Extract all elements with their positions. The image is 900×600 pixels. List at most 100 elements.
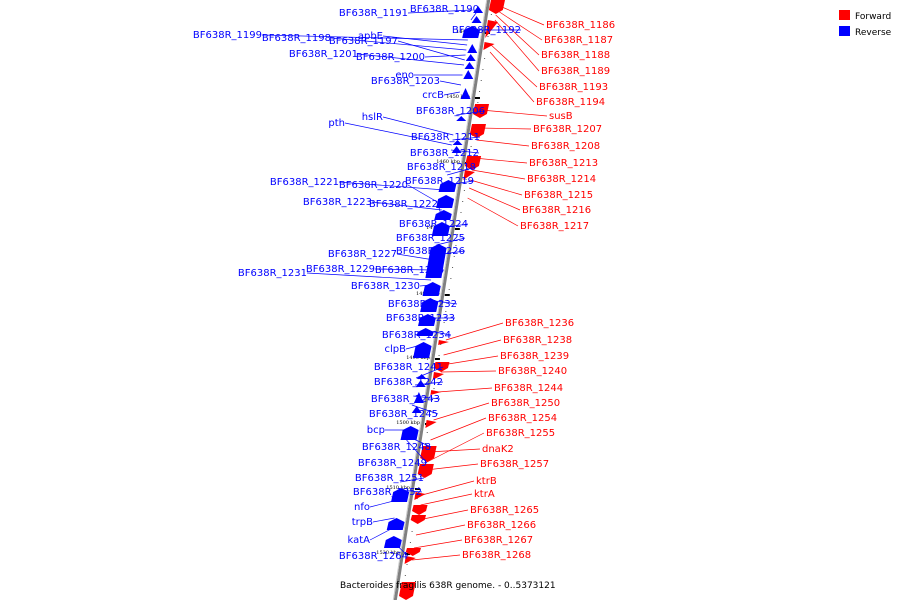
reverse-gene-label-bf638r-1234[interactable]: BF638R_1234 [382,330,451,341]
forward-gene-label-bf638r-1239[interactable]: BF638R_1239 [500,351,569,362]
reverse-gene-label-bf638r-1218[interactable]: BF638R_1218 [407,162,476,173]
reverse-gene-label-bf638r-1206[interactable]: BF638R_1206 [416,106,485,117]
reverse-gene-label-apbe[interactable]: apbE [358,31,383,42]
forward-gene-glyph[interactable] [410,515,427,524]
forward-gene-label-bf638r-1194[interactable]: BF638R_1194 [536,97,605,108]
reverse-gene-label-bf638r-1200[interactable]: BF638R_1200 [356,52,425,63]
reverse-gene-glyph[interactable] [460,88,471,99]
reverse-gene-label-bf638r-1197[interactable]: BF638R_1197 [329,36,398,47]
forward-gene-label-bf638r-1187[interactable]: BF638R_1187 [544,35,613,46]
reverse-gene-label-eno[interactable]: eno [395,70,414,81]
forward-gene-label-bf638r-1236[interactable]: BF638R_1236 [505,318,574,329]
forward-gene-glyph[interactable] [485,20,498,38]
forward-gene-label-bf638r-1238[interactable]: BF638R_1238 [503,335,572,346]
forward-gene-label-bf638r-1208[interactable]: BF638R_1208 [531,141,600,152]
reverse-gene-glyph[interactable] [415,380,426,387]
forward-gene-label-bf638r-1268[interactable]: BF638R_1268 [462,550,531,561]
forward-gene-glyph[interactable] [438,340,449,345]
reverse-gene-label-bf638r-1228[interactable]: BF638R_1228 [375,265,444,276]
reverse-gene-glyph[interactable] [452,140,463,145]
forward-gene-label-bf638r-1189[interactable]: BF638R_1189 [541,66,610,77]
reverse-gene-glyph[interactable] [422,282,441,296]
reverse-gene-glyph[interactable] [418,314,436,326]
reverse-gene-label-bf638r-1243[interactable]: BF638R_1243 [371,394,440,405]
forward-gene-glyph[interactable] [488,0,505,14]
reverse-gene-glyph[interactable] [416,374,427,379]
forward-gene-glyph[interactable] [430,390,442,395]
forward-gene-glyph[interactable] [399,582,416,600]
reverse-gene-label-bf638r-1242[interactable]: BF638R_1242 [374,377,443,388]
forward-gene-label-bf638r-1267[interactable]: BF638R_1267 [464,535,533,546]
reverse-gene-glyph[interactable] [411,406,422,413]
forward-gene-label-dnak2[interactable]: dnaK2 [482,444,514,455]
reverse-gene-label-bf638r-1211[interactable]: BF638R_1211 [411,132,480,143]
reverse-gene-label-bf638r-1221[interactable]: BF638R_1221 [270,177,339,188]
reverse-gene-label-bf638r-1203[interactable]: BF638R_1203 [371,76,440,87]
reverse-gene-glyph[interactable] [451,146,462,153]
reverse-gene-label-bf638r-1230[interactable]: BF638R_1230 [351,281,420,292]
forward-gene-label-bf638r-1250[interactable]: BF638R_1250 [491,398,560,409]
reverse-gene-label-bf638r-1191[interactable]: BF638R_1191 [339,8,408,19]
reverse-gene-glyph[interactable] [383,536,402,548]
reverse-gene-glyph[interactable] [420,298,439,312]
forward-gene-label-bf638r-1213[interactable]: BF638R_1213 [529,158,598,169]
reverse-gene-glyph[interactable] [465,54,476,61]
reverse-gene-glyph[interactable] [456,116,467,121]
reverse-gene-label-clpb[interactable]: clpB [385,344,407,355]
reverse-gene-label-bcp[interactable]: bcp [367,425,385,436]
forward-gene-label-bf638r-1186[interactable]: BF638R_1186 [546,20,615,31]
reverse-gene-glyph[interactable] [434,210,452,220]
reverse-gene-glyph[interactable] [413,342,432,358]
reverse-gene-glyph[interactable] [400,426,419,440]
reverse-gene-label-bf638r-1223[interactable]: BF638R_1223 [303,197,372,208]
reverse-gene-glyph[interactable] [471,16,482,23]
reverse-gene-label-bf638r-1227[interactable]: BF638R_1227 [328,249,397,260]
forward-gene-label-bf638r-1216[interactable]: BF638R_1216 [522,205,591,216]
forward-gene-glyph[interactable] [425,420,437,428]
forward-gene-label-bf638r-1193[interactable]: BF638R_1193 [539,82,608,93]
forward-gene-label-bf638r-1244[interactable]: BF638R_1244 [494,383,563,394]
forward-gene-glyph[interactable] [420,446,437,462]
forward-gene-label-bf638r-1217[interactable]: BF638R_1217 [520,221,589,232]
forward-gene-glyph[interactable] [433,362,450,372]
forward-gene-glyph[interactable] [404,556,416,564]
forward-gene-glyph[interactable] [412,505,428,515]
forward-gene-glyph[interactable] [464,156,482,170]
reverse-gene-label-bf638r-1251[interactable]: BF638R_1251 [355,473,424,484]
forward-gene-label-bf638r-1266[interactable]: BF638R_1266 [467,520,536,531]
reverse-gene-label-bf638r-1252[interactable]: BF638R_1252 [353,487,422,498]
forward-gene-label-bf638r-1215[interactable]: BF638R_1215 [524,190,593,201]
reverse-gene-label-bf638r-1201[interactable]: BF638R_1201 [289,49,358,60]
reverse-gene-label-bf638r-1224[interactable]: BF638R_1224 [399,219,468,230]
reverse-gene-label-bf638r-1225[interactable]: BF638R_1225 [396,233,465,244]
reverse-gene-glyph[interactable] [386,518,405,530]
forward-gene-label-bf638r-1188[interactable]: BF638R_1188 [541,50,610,61]
forward-gene-label-bf638r-1207[interactable]: BF638R_1207 [533,124,602,135]
forward-gene-label-bf638r-1240[interactable]: BF638R_1240 [498,366,567,377]
reverse-gene-label-nfo[interactable]: nfo [354,502,370,513]
reverse-gene-label-bf638r-1245[interactable]: BF638R_1245 [369,409,438,420]
reverse-gene-label-bf638r-1220[interactable]: BF638R_1220 [339,180,408,191]
forward-gene-glyph[interactable] [405,548,421,556]
forward-gene-glyph[interactable] [432,372,444,380]
reverse-gene-glyph[interactable] [431,222,450,236]
reverse-gene-glyph[interactable] [425,244,447,278]
forward-gene-label-ktra[interactable]: ktrA [474,489,495,500]
forward-gene-label-ktrb[interactable]: ktrB [476,476,497,487]
forward-gene-label-bf638r-1255[interactable]: BF638R_1255 [486,428,555,439]
reverse-gene-glyph[interactable] [413,392,424,403]
reverse-gene-glyph[interactable] [391,488,410,502]
reverse-gene-label-bf638r-1231[interactable]: BF638R_1231 [238,268,307,279]
reverse-gene-label-bf638r-1190[interactable]: BF638R_1190 [410,4,479,15]
reverse-gene-glyph[interactable] [436,195,455,208]
reverse-gene-glyph[interactable] [462,26,481,38]
forward-gene-glyph[interactable] [414,492,426,500]
forward-gene-glyph[interactable] [472,104,490,118]
forward-gene-label-susb[interactable]: susB [549,111,573,122]
forward-gene-label-bf638r-1265[interactable]: BF638R_1265 [470,505,539,516]
reverse-gene-glyph[interactable] [473,6,484,13]
reverse-gene-glyph[interactable] [467,44,478,53]
reverse-gene-label-hslr[interactable]: hslR [362,112,383,123]
forward-gene-glyph[interactable] [463,170,475,180]
reverse-gene-label-bf638r-1249[interactable]: BF638R_1249 [358,458,427,469]
